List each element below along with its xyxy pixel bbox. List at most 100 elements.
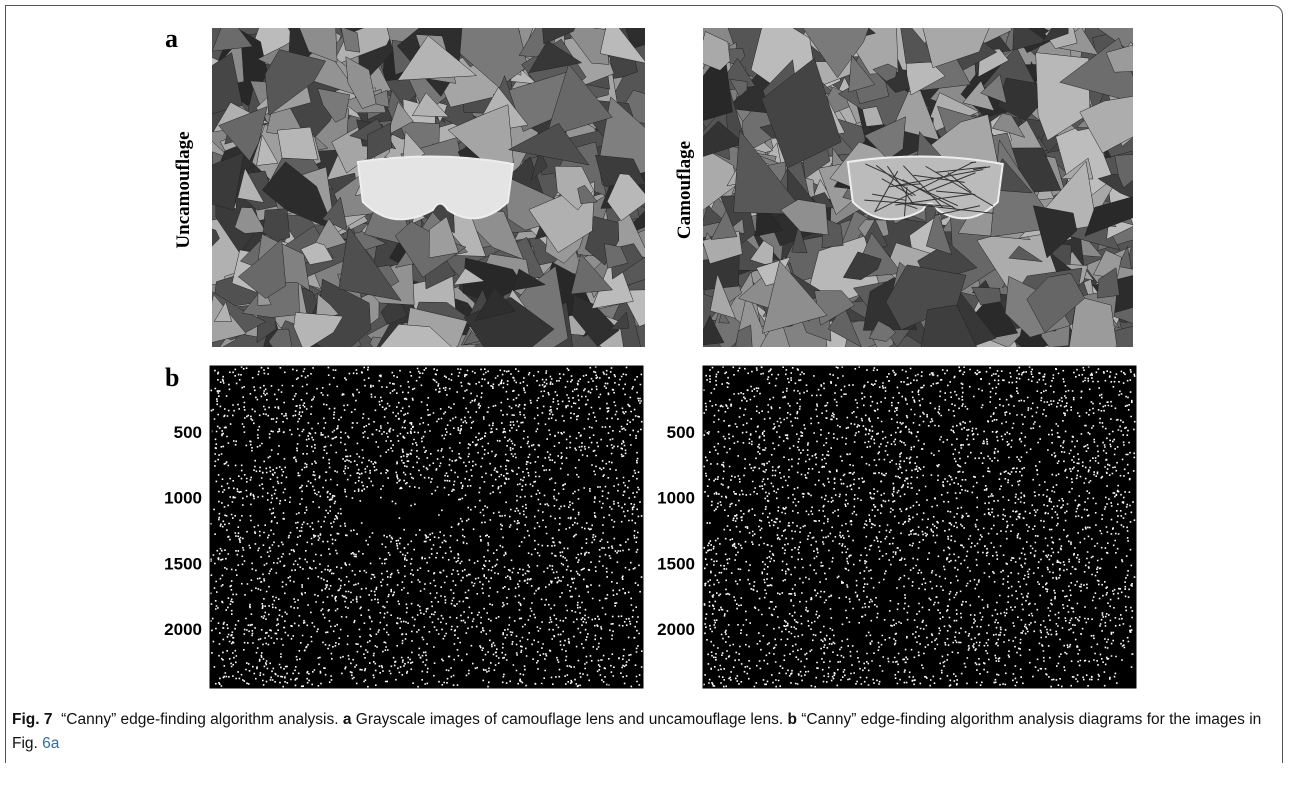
leaf xyxy=(885,264,967,331)
leaf xyxy=(703,147,738,211)
panel-label: a xyxy=(165,24,178,53)
leaf xyxy=(512,268,547,291)
leaf xyxy=(542,28,576,45)
leaf xyxy=(213,301,233,322)
lens-pattern xyxy=(895,201,994,214)
lens-pattern xyxy=(872,193,907,201)
leaf xyxy=(842,251,882,280)
edge-map: 50010001500200050010001500200025003000 xyxy=(657,365,1137,689)
leaf xyxy=(868,320,896,342)
figure-ref[interactable]: 6a xyxy=(42,735,60,752)
lens-pattern xyxy=(874,170,899,213)
edge-map-bg xyxy=(210,366,643,688)
leaf xyxy=(872,63,898,82)
leaf xyxy=(453,267,486,286)
caption-part-label: b xyxy=(787,711,797,728)
leaf xyxy=(604,243,629,269)
y-tick-label: 500 xyxy=(174,423,202,442)
leaf xyxy=(299,28,338,63)
leaf xyxy=(703,120,745,157)
leaf xyxy=(261,161,335,231)
leaf xyxy=(1041,28,1069,44)
caption-text: “Canny” edge-finding algorithm analysis. xyxy=(61,711,339,728)
leaf xyxy=(293,312,344,347)
leaf xyxy=(428,216,459,259)
leaf xyxy=(212,28,253,52)
y-tick-label: 2000 xyxy=(657,620,695,639)
lens-pattern xyxy=(934,205,981,216)
lens-pattern xyxy=(903,186,908,217)
y-tick-label: 2000 xyxy=(164,620,202,639)
leaf xyxy=(971,286,1002,306)
leaf xyxy=(761,260,828,334)
leaf xyxy=(397,35,478,81)
leaf xyxy=(827,304,862,347)
leaf xyxy=(367,122,392,161)
leaf xyxy=(1012,28,1048,51)
leaf xyxy=(1114,154,1133,189)
leaf xyxy=(1008,245,1043,262)
lens-pattern xyxy=(972,166,991,171)
caption-label: Fig. 7 xyxy=(12,711,53,728)
leaf xyxy=(234,207,267,234)
leaf xyxy=(237,238,287,299)
caption-text: “Canny” edge-finding algorithm analysis … xyxy=(12,711,1262,752)
leaf xyxy=(609,311,630,331)
leaf xyxy=(338,226,402,301)
edge-map-border xyxy=(702,365,1137,689)
leaf xyxy=(528,40,583,74)
leaf xyxy=(545,63,613,138)
leaf xyxy=(277,126,319,161)
edge-map-border xyxy=(209,365,644,689)
y-tick-label: 1500 xyxy=(164,554,202,573)
y-tick-label: 500 xyxy=(667,423,695,442)
lens-pattern xyxy=(893,183,921,187)
leaf xyxy=(300,242,334,265)
leaf xyxy=(530,149,548,181)
leaf xyxy=(733,129,807,215)
leaf xyxy=(256,134,279,166)
y-tick-label: 1500 xyxy=(657,554,695,573)
caption: Fig. 7 “Canny” edge-finding algorithm an… xyxy=(12,708,1274,756)
leaf xyxy=(571,294,620,347)
lens-pattern xyxy=(927,172,976,193)
leaf xyxy=(729,78,748,97)
leaf xyxy=(1068,295,1118,347)
leaf xyxy=(735,324,753,347)
leaf xyxy=(922,28,990,69)
leaf xyxy=(212,228,220,247)
leaf xyxy=(709,273,736,319)
edge-map: 50010001500200050010001500200025003000 xyxy=(164,365,644,689)
leaf xyxy=(388,100,414,135)
leaf xyxy=(920,304,977,347)
leaf xyxy=(710,209,738,240)
leaf xyxy=(861,106,884,127)
leaf xyxy=(317,88,351,123)
leaf xyxy=(980,74,1007,104)
glasses xyxy=(356,155,514,221)
lens-pattern xyxy=(895,193,971,206)
leaf xyxy=(780,199,829,236)
lens-pattern xyxy=(881,178,913,197)
lens-pattern xyxy=(875,164,916,197)
leaf xyxy=(1105,44,1133,73)
edge-map-bg xyxy=(703,366,1136,688)
leaf xyxy=(1026,273,1086,334)
image-label: Camouflage xyxy=(674,141,695,239)
leaf xyxy=(606,173,645,222)
figure-frame xyxy=(5,5,1283,763)
leaf xyxy=(991,113,1026,138)
photo xyxy=(703,28,1133,347)
leaf xyxy=(848,54,876,93)
lens-pattern xyxy=(925,165,994,207)
leaf xyxy=(1032,205,1078,259)
leaf xyxy=(802,28,869,79)
leaf xyxy=(340,28,360,53)
leaf xyxy=(599,28,645,64)
image-label: Uncamouflage xyxy=(173,131,194,248)
lens-pattern xyxy=(913,174,965,183)
leaf xyxy=(218,106,268,162)
panel-label: b xyxy=(165,363,179,392)
lens-pattern xyxy=(936,190,976,196)
